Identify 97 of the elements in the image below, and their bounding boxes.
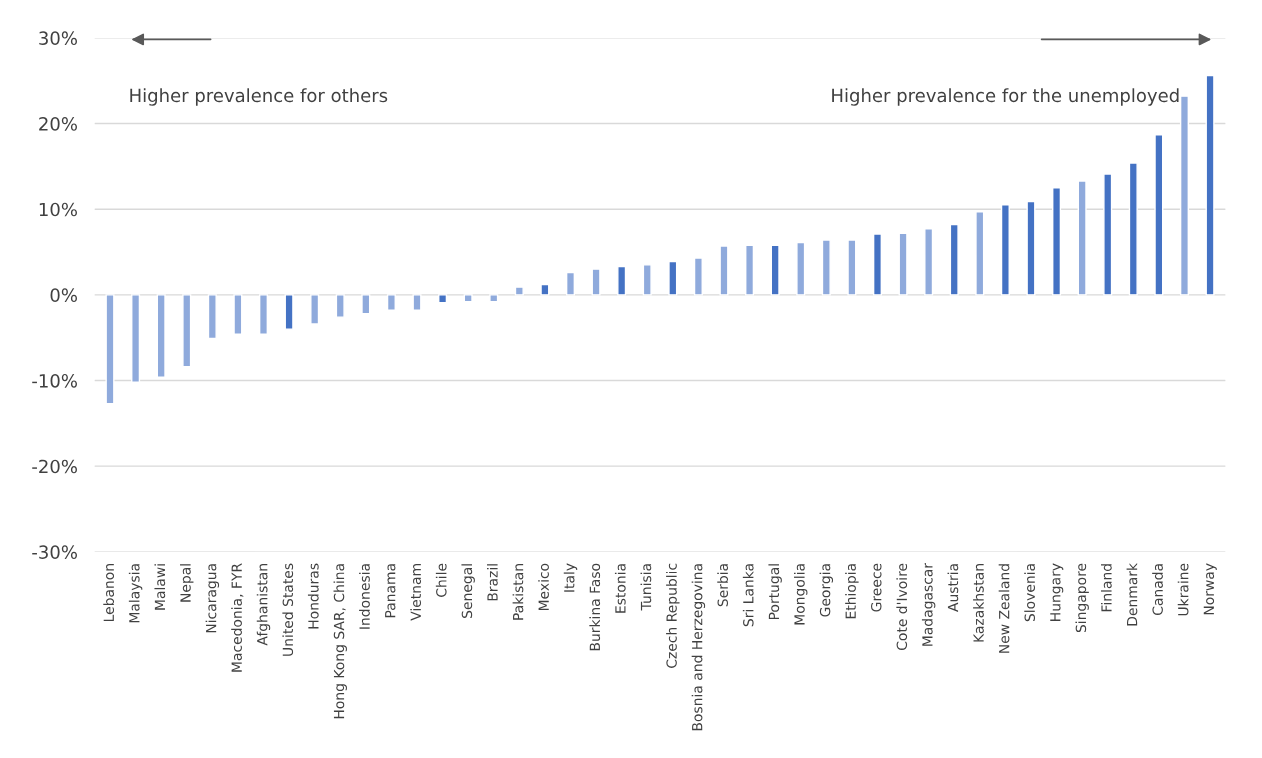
bar [182,294,192,368]
x-tick-label: Senegal [461,564,475,618]
x-tick-label: Indonesia [359,564,370,629]
x-tick-label: Burkina Faso [589,563,601,651]
x-tick-label: Greece [871,563,882,612]
bar [258,294,269,335]
x-tick-label: Pakistan [512,564,524,620]
bar [1077,180,1087,296]
bar [1103,173,1113,296]
bar [924,228,934,296]
x-tick-label: Singapore [1075,563,1089,633]
x-tick-label: Kazakhstan [973,564,984,642]
bar [233,294,243,335]
bar [796,241,806,296]
y-tick-label: 0% [50,288,77,302]
x-tick-label: Malaysia [128,564,143,623]
x-tick-label: Brazil [487,564,498,601]
bar [693,257,703,296]
annotation: Higher prevalence for others [130,88,388,106]
x-tick-label: Hungary [1050,563,1064,621]
bar [1128,162,1138,296]
bar [821,239,831,296]
y-tick-label: 20% [39,117,77,131]
bar [1052,187,1062,296]
annotation: Higher prevalence for the unemployed [832,88,1179,106]
x-tick-label: Tunisia [640,564,652,611]
x-tick-label: Ethiopia [845,564,859,619]
bar [310,294,320,325]
bar [949,223,959,296]
bar [668,260,678,296]
bar [284,294,294,330]
bar [131,294,141,383]
bar [975,211,985,296]
x-tick-label: Chile [435,563,447,597]
bar [872,233,883,296]
y-tick-label: -30% [32,545,77,559]
bar [1000,204,1010,296]
x-tick-label: Macedonia, FYR [231,563,244,672]
x-tick-label: Portugal [768,564,782,620]
bar [591,268,601,296]
bar [719,245,729,296]
bar [1154,133,1164,296]
x-tick-label: Madagascar [921,562,936,646]
y-tick-label: -20% [32,459,77,474]
bar [847,239,857,296]
x-tick-label: Austria [947,564,959,612]
x-tick-label: Italy [563,563,578,592]
y-tick-label: 10% [39,202,77,217]
x-tick-label: Nepal [180,564,194,602]
x-tick-label: Honduras [307,563,319,629]
bar [1026,200,1036,296]
bar [361,294,371,315]
x-tick-label: Serbia [717,564,729,607]
x-tick-label: Slovenia [1024,564,1035,622]
x-tick-label: Hong Kong SAR, China [333,564,347,719]
bar [642,264,652,296]
x-tick-label: Georgia [819,564,834,617]
bar [489,294,499,303]
bar [898,232,908,296]
bar [335,294,345,318]
x-tick-label: Malawi [154,564,166,610]
bar [438,294,448,304]
bar [1205,74,1215,296]
bar [105,294,115,405]
bar [745,244,755,296]
x-tick-label: Vietnam [410,564,422,621]
x-tick-label: Ukraine [1177,563,1189,616]
x-tick-label: Afghanistan [256,564,271,646]
x-tick-label: Finland [1101,564,1112,612]
x-tick-label: Bosnia and Herzegovina [691,564,706,731]
bar [412,294,422,311]
x-tick-label: Czech Republic [666,563,680,668]
x-tick-label: Sri Lanka [742,564,754,627]
bar [514,286,524,296]
x-tick-label: Estonia [614,564,626,613]
x-tick-label: Nicaragua [205,564,220,633]
x-tick-label: Canada [1152,564,1163,616]
x-tick-label: Lebanon [103,564,115,622]
x-tick-label: Panama [385,564,396,618]
bar [565,271,576,296]
x-tick-label: Mongolia [794,564,808,625]
y-tick-label: -10% [32,373,77,388]
y-tick-label: 30% [39,31,77,46]
bar [770,244,780,296]
bar [540,283,550,296]
x-tick-label: Cote d'Ivoire [896,563,908,651]
bar [156,294,166,378]
x-tick-label: New Zealand [998,564,1010,653]
bar [207,294,217,340]
x-tick-label: Denmark [1126,562,1138,626]
bar [617,265,627,296]
x-tick-label: Mexico [538,563,549,611]
bar [1179,95,1190,296]
bar [463,294,473,303]
x-tick-label: United States [282,563,294,656]
bar [386,294,396,311]
x-tick-label: Norway [1203,563,1217,615]
